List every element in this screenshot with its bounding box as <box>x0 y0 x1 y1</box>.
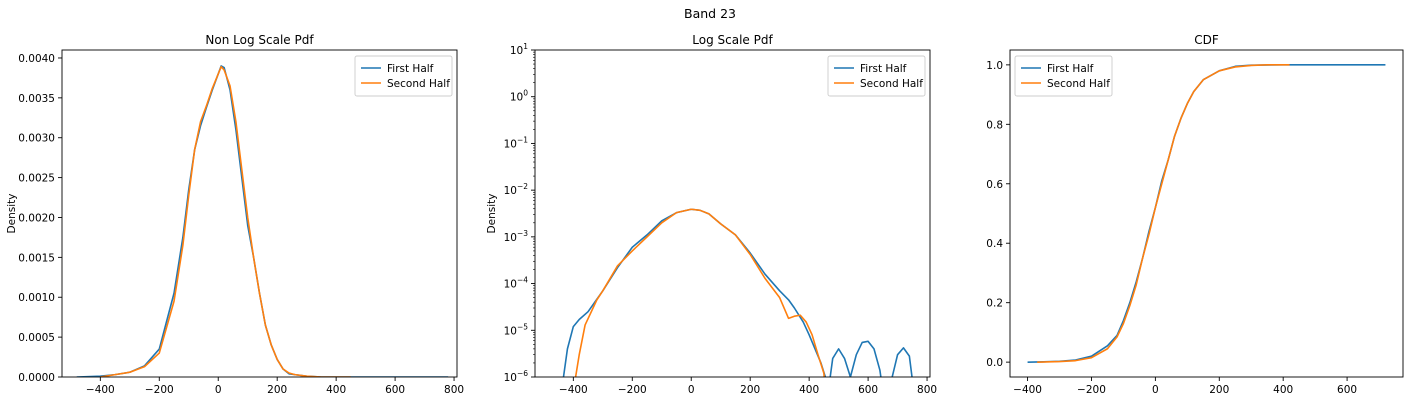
series-line-first-half <box>1027 64 1386 363</box>
y-tick-label: 0.8 <box>986 119 1003 131</box>
y-tick-label: 0.0035 <box>18 93 55 105</box>
series-group <box>562 208 913 377</box>
y-tick-label: 0.0000 <box>18 372 55 384</box>
panel-non-log-pdf: −400 −200 0 200 400 600 800 0.0000 0.0005 0.0010 0… <box>6 33 464 396</box>
legend-frame <box>354 55 453 97</box>
series-line-second-half <box>574 208 825 377</box>
x-tick-label: 600 <box>1337 384 1357 396</box>
legend-frame <box>827 55 926 97</box>
axes-title: Non Log Scale Pdf <box>205 33 314 47</box>
y-tick-label: 0.4 <box>986 238 1003 250</box>
y-tick-label: 0.6 <box>986 179 1003 191</box>
x-tick-label: 600 <box>385 384 405 396</box>
x-tick-label: 0 <box>688 384 695 396</box>
series-group <box>76 65 449 377</box>
series-line-second-half <box>100 65 351 377</box>
legend-label: Second Half <box>387 78 450 90</box>
x-tick-label: 800 <box>444 384 464 396</box>
legend-label: First Half <box>1047 63 1094 75</box>
x-tick-label: 200 <box>740 384 760 396</box>
panel-cdf: −400 −200 0 200 400 600 0.0 0.2 0.4 0.6 0.8 1.0 CDF F… <box>986 33 1404 396</box>
legend: First Half Second Half <box>1014 55 1113 97</box>
y-tick-label: 0.0025 <box>18 173 55 185</box>
y-tick-label: 101 <box>510 42 528 57</box>
legend: First Half Second Half <box>354 55 453 97</box>
x-tick-label: 400 <box>799 384 819 396</box>
x-tick-label: 400 <box>326 384 346 396</box>
y-axis-label: Density <box>486 194 498 234</box>
legend-label: Second Half <box>860 78 923 90</box>
x-tick-label: −200 <box>618 384 647 396</box>
y-tick-label: 10−3 <box>504 229 529 244</box>
y-tick-label: 0.0030 <box>18 133 55 145</box>
y-axis-label: Density <box>6 194 18 234</box>
axes-frame <box>534 49 931 378</box>
y-tick-label: 0.0015 <box>18 252 55 264</box>
y-tick-label: 10−5 <box>504 322 529 337</box>
x-tick-label: −200 <box>1077 384 1106 396</box>
legend-label: Second Half <box>1047 78 1110 90</box>
series-line-second-half <box>1037 64 1290 363</box>
y-tick-label: 0.0020 <box>18 212 55 224</box>
y-tick-label: 1.0 <box>986 60 1003 72</box>
x-tick-label: 200 <box>267 384 287 396</box>
x-tick-label: 200 <box>1209 384 1229 396</box>
x-tick-label: −400 <box>86 384 115 396</box>
legend-frame <box>1014 55 1113 97</box>
y-tick-label: 10−1 <box>504 135 529 150</box>
y-tick-label: 0.0005 <box>18 332 55 344</box>
x-tick-label: −400 <box>559 384 588 396</box>
y-tick-label: 10−2 <box>504 182 529 197</box>
y-tick-label: 0.0 <box>986 357 1003 369</box>
x-tick-label: 800 <box>917 384 937 396</box>
y-tick-label: 0.0010 <box>18 292 55 304</box>
axes-title: Log Scale Pdf <box>692 33 773 47</box>
legend: First Half Second Half <box>827 55 926 97</box>
panel-log-pdf: −400 −200 0 200 400 600 800 10−6 10−5 10−4 10−3 10−… <box>486 33 937 396</box>
x-tick-label: 0 <box>1152 384 1159 396</box>
series-line-first-half <box>562 208 913 377</box>
axes-frame <box>61 49 458 378</box>
figure-suptitle: Band 23 <box>684 6 736 21</box>
series-line-first-half <box>76 65 449 377</box>
y-tick-label: 10−4 <box>504 276 529 291</box>
x-tick-label: −400 <box>1013 384 1042 396</box>
y-tick-label: 10−6 <box>504 369 529 384</box>
x-tick-label: 600 <box>858 384 878 396</box>
x-tick-label: 0 <box>215 384 222 396</box>
y-tick-label: 100 <box>510 89 528 104</box>
y-tick-label: 0.2 <box>986 298 1003 310</box>
y-tick-label: 0.0040 <box>18 53 55 65</box>
legend-label: First Half <box>860 63 907 75</box>
x-tick-label: 400 <box>1273 384 1293 396</box>
x-tick-label: −200 <box>145 384 174 396</box>
axes-title: CDF <box>1194 33 1219 47</box>
axes-frame <box>1009 49 1404 378</box>
legend-label: First Half <box>387 63 434 75</box>
series-group <box>1027 64 1386 363</box>
